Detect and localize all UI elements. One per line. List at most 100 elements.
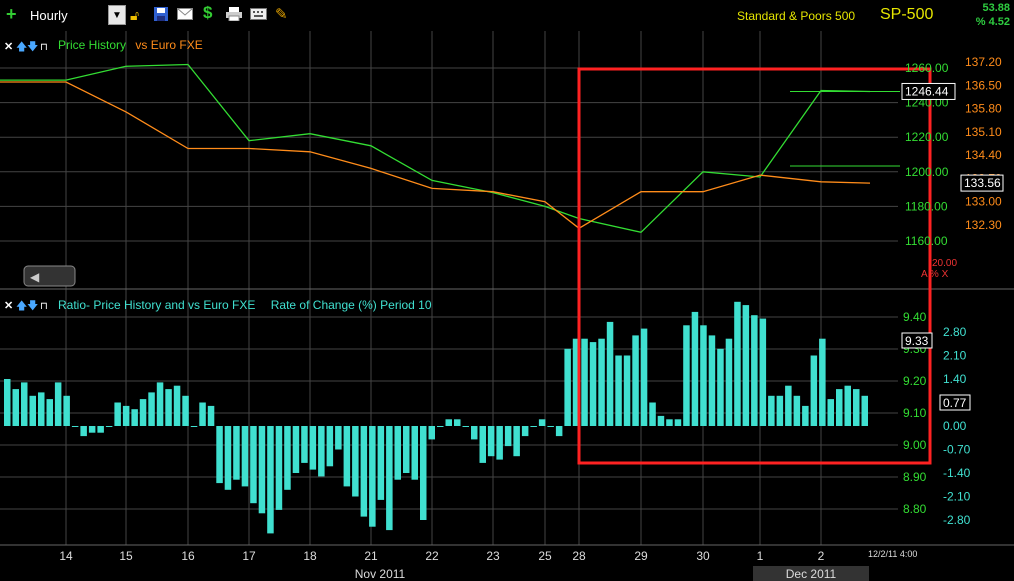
pin-icon[interactable]: ⊓: [40, 301, 48, 312]
x-tick-label: 16: [181, 549, 195, 563]
roc-bar: [216, 426, 223, 484]
roc-bar: [657, 415, 665, 426]
y-tick-label-left: 1220.00: [905, 130, 949, 144]
roc-bar: [21, 382, 28, 426]
roc-bar: [768, 395, 775, 426]
ratio-value-label: 9.33: [905, 334, 929, 348]
roc-bar: [555, 426, 563, 437]
roc-bar: [63, 395, 70, 426]
roc-bar: [88, 426, 96, 433]
y-tick-label-right: 2.10: [943, 349, 967, 363]
close-icon[interactable]: ✕: [4, 41, 13, 53]
roc-bar: [258, 426, 266, 514]
roc-bar: [335, 426, 342, 450]
price-value-label: 1246.44: [905, 84, 949, 98]
arrow-up-icon[interactable]: 🡅︎: [16, 40, 27, 53]
index-name: Standard & Poors 500: [737, 9, 856, 23]
y-tick-label-left: 1180.00: [905, 199, 948, 213]
arrow-up-icon[interactable]: 🡅︎: [16, 299, 27, 312]
panel-scroll-button[interactable]: [23, 265, 76, 287]
y-tick-label-left: 8.90: [903, 470, 927, 484]
y-tick-label-right: 136.50: [965, 78, 1002, 92]
roc-bar: [360, 426, 368, 517]
add-icon[interactable]: +: [6, 4, 17, 24]
change-value: 53.88: [982, 2, 1010, 14]
change-percent: % 4.52: [975, 16, 1010, 28]
roc-bar: [71, 426, 79, 427]
roc-bar: [521, 426, 529, 437]
timestamp-label: 12/2/11 4:00: [868, 549, 917, 559]
roc-bar: [853, 389, 860, 426]
roc-value-label: 0.77: [943, 396, 967, 410]
y-tick-label-right: -1.40: [943, 466, 971, 480]
roc-bar: [131, 409, 138, 426]
roc-bar: [80, 426, 87, 437]
roc-bar: [420, 426, 427, 520]
y-tick-label-right: 133.00: [965, 195, 1002, 209]
x-tick-label: 17: [242, 549, 256, 563]
roc-bar: [598, 338, 605, 426]
roc-bar: [343, 426, 351, 487]
series-fxe-line: [0, 81, 871, 230]
arrow-down-icon[interactable]: 🡇︎: [27, 300, 38, 312]
y-tick-label-left: 1260.00: [905, 61, 949, 75]
x-tick-label: 23: [486, 549, 500, 563]
keyboard-icon[interactable]: [250, 7, 267, 23]
roc-bar: [700, 325, 707, 426]
roc-bar: [386, 426, 393, 531]
y-tick-label-left: 8.80: [903, 502, 927, 516]
mail-icon[interactable]: [177, 7, 193, 23]
roc-bar: [173, 385, 181, 426]
dec-month-band: [753, 566, 869, 581]
y-tick-label-right: 132.30: [965, 218, 1002, 232]
roc-bar: [793, 395, 801, 426]
roc-bar: [267, 426, 274, 534]
roc-bar: [199, 402, 206, 426]
dollar-icon[interactable]: $: [203, 3, 213, 22]
month-label-dec: Dec 2011: [786, 567, 837, 581]
save-icon[interactable]: [154, 7, 168, 24]
legend-fxe: vs Euro FXE: [135, 38, 203, 52]
roc-bar: [148, 392, 155, 426]
roc-bar: [233, 426, 240, 480]
roc-bar: [38, 392, 45, 426]
y-tick-label-left: 9.00: [903, 438, 927, 452]
period-label[interactable]: Hourly: [30, 8, 68, 23]
x-tick-label: 15: [119, 549, 133, 563]
y-tick-label-right: 135.10: [965, 125, 1002, 139]
roc-bar: [683, 325, 690, 426]
roc-bar: [572, 338, 580, 426]
roc-bar: [802, 405, 809, 426]
toolbar: + Hourly ▼ 🔓︎ $ ✎ Standard & Poors 500 S…: [0, 0, 1014, 31]
lock-icon[interactable]: 🔓︎: [130, 7, 140, 23]
x-tick-label: 28: [572, 549, 586, 563]
roc-bar: [547, 426, 554, 427]
roc-bar: [207, 405, 215, 426]
roc-bar: [606, 321, 614, 426]
y-tick-label-right: -0.70: [943, 443, 971, 457]
arrow-down-icon[interactable]: 🡇︎: [27, 41, 38, 53]
roc-bar: [224, 426, 232, 490]
series-price-history-line: [0, 63, 871, 234]
period-dropdown[interactable]: ▼: [108, 5, 126, 25]
print-icon[interactable]: [226, 7, 242, 24]
y-tick-label-right: 134.40: [965, 148, 1002, 162]
roc-bar: [46, 399, 53, 426]
pin-icon[interactable]: ⊓: [40, 42, 48, 53]
roc-bar: [139, 399, 147, 426]
roc-value-box: [939, 394, 971, 411]
close-icon[interactable]: ✕: [4, 300, 13, 312]
y-tick-label-right: 2.80: [943, 325, 967, 339]
roc-bar: [394, 426, 401, 480]
roc-bar: [564, 348, 571, 426]
misc-axis-label: A % X: [921, 269, 949, 280]
pencil-icon[interactable]: ✎: [275, 6, 288, 23]
y-tick-label-right: 0.00: [943, 419, 967, 433]
roc-bar: [275, 426, 283, 510]
legend-price: Price History: [58, 38, 127, 52]
roc-bar: [182, 395, 189, 426]
roc-bar: [589, 342, 597, 426]
bottom-legend: Ratio- Price History and vs Euro FXE Rat…: [58, 298, 432, 312]
y-tick-label-right: 135.80: [965, 102, 1002, 116]
